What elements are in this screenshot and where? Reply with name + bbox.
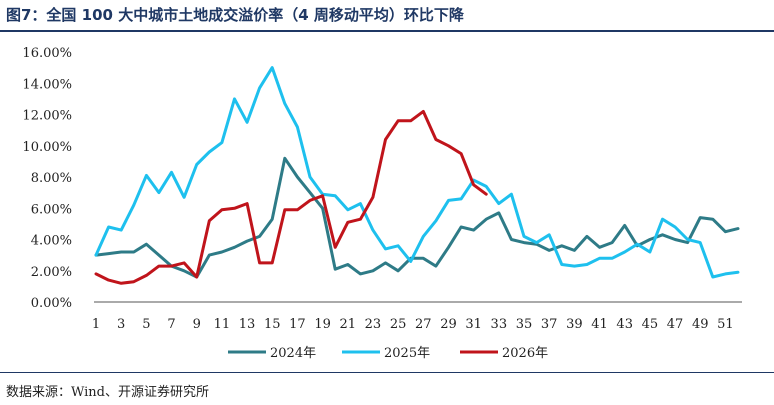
legend-label-1: 2024年	[270, 346, 316, 361]
x-tick-label: 29	[440, 317, 457, 332]
x-tick-label: 17	[289, 317, 306, 332]
y-tick-label: 4.00%	[31, 234, 72, 249]
y-tick-label: 16.00%	[22, 46, 72, 61]
x-tick-label: 15	[264, 317, 281, 332]
x-tick-label: 45	[642, 317, 659, 332]
x-tick-label: 5	[142, 317, 150, 332]
y-tick-label: 12.00%	[22, 109, 72, 124]
line-chart: 0.00% 2.00% 4.00% 6.00% 8.00% 10.00% 12.00% 14.…	[22, 46, 742, 361]
x-tick-label: 43	[616, 317, 633, 332]
y-tick-label: 0.00%	[31, 296, 72, 311]
x-tick-label: 23	[365, 317, 382, 332]
y-tick-label: 6.00%	[31, 202, 72, 217]
y-tick-labels: 0.00% 2.00% 4.00% 6.00% 8.00% 10.00% 12.00% 14.…	[22, 46, 72, 311]
source-note: 数据来源：Wind、开源证券研究所	[6, 385, 209, 400]
x-tick-label: 7	[167, 317, 175, 332]
footer-divider	[0, 372, 774, 373]
legend-label-3: 2026年	[502, 346, 548, 361]
x-tick-label: 21	[339, 317, 356, 332]
x-tick-labels: 1 3 5 7 9 11 13 15 17 19 21 23 25 27 29 31 33 35 37 39 41 43 4…	[92, 317, 734, 332]
x-tick-label: 47	[667, 317, 684, 332]
x-tick-label: 11	[214, 317, 231, 332]
x-tick-label: 41	[591, 317, 608, 332]
title-divider	[0, 30, 774, 32]
x-tick-label: 25	[390, 317, 407, 332]
x-tick-label: 37	[541, 317, 558, 332]
x-tick-label: 33	[491, 317, 508, 332]
x-tick-label: 51	[717, 317, 734, 332]
x-tick-label: 35	[516, 317, 533, 332]
x-tick-label: 39	[566, 317, 583, 332]
chart-title: 图7：全国 100 大中城市土地成交溢价率（4 周移动平均）环比下降	[6, 6, 464, 24]
series-line-1	[94, 156, 740, 279]
series-lines	[94, 66, 740, 285]
x-tick-label: 9	[193, 317, 201, 332]
chart-legend: 2024年 2025年 2026年	[228, 346, 548, 361]
y-tick-label: 8.00%	[31, 171, 72, 186]
y-tick-label: 10.00%	[22, 140, 72, 155]
x-tick-label: 19	[314, 317, 331, 332]
series-line-2	[94, 66, 740, 279]
y-tick-label: 2.00%	[31, 265, 72, 280]
x-tick-label: 1	[92, 317, 100, 332]
x-tick-label: 13	[239, 317, 256, 332]
x-tick-label: 49	[692, 317, 709, 332]
legend-label-2: 2025年	[384, 346, 430, 361]
series-line-3	[94, 109, 488, 285]
x-tick-label: 31	[465, 317, 482, 332]
x-tick-label: 3	[117, 317, 125, 332]
x-tick-label: 27	[415, 317, 432, 332]
y-tick-label: 14.00%	[22, 77, 72, 92]
